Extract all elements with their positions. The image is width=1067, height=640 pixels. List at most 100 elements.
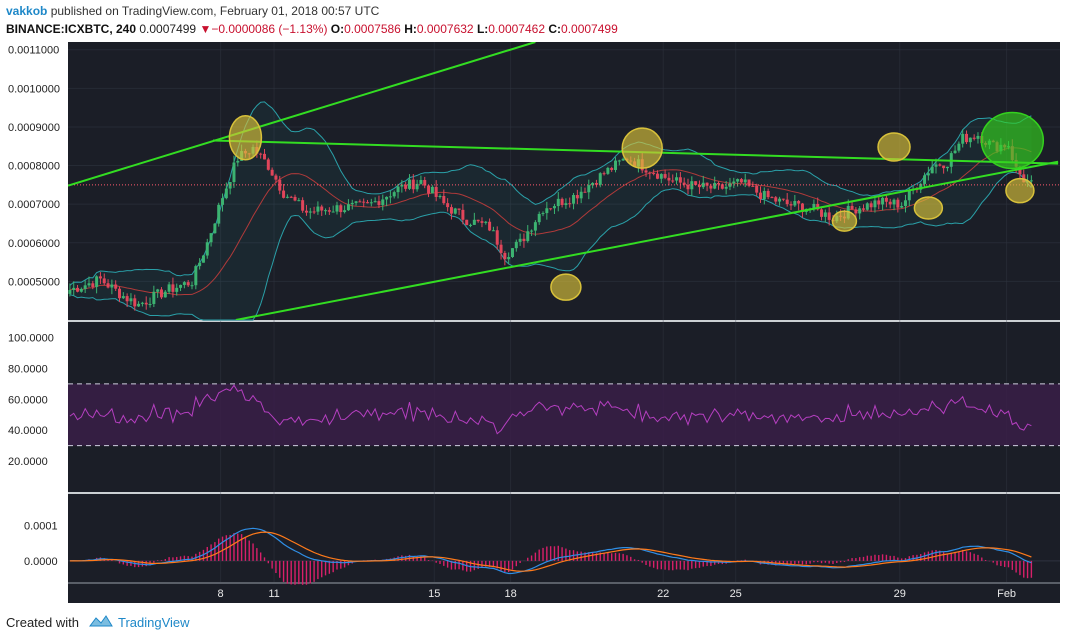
candle-body (659, 174, 663, 179)
time-tick-label: Feb (997, 588, 1016, 600)
candle-body (510, 248, 514, 258)
candle-body (175, 287, 179, 292)
candle-body (724, 186, 728, 189)
candle-body (217, 204, 221, 224)
tradingview-logo-icon (89, 615, 113, 627)
candle-body (682, 182, 686, 185)
chart-footer: Created with TradingView (0, 603, 1067, 640)
candle-body (900, 205, 904, 208)
candle-body (873, 200, 877, 208)
candle-body (678, 177, 682, 183)
time-tick-label: 22 (657, 588, 669, 600)
tradingview-brand[interactable]: TradingView (118, 615, 190, 630)
candle-body (362, 201, 366, 203)
candle-body (903, 200, 907, 206)
candle-body (358, 201, 362, 203)
candle-body (396, 186, 400, 193)
candle-body (579, 191, 583, 199)
candle-body (594, 182, 598, 185)
time-tick-label: 29 (894, 588, 906, 600)
candle-body (823, 212, 827, 217)
candle-body (701, 182, 705, 188)
candle-body (923, 175, 927, 184)
candle-body (877, 200, 881, 205)
chart-canvas[interactable]: 0.0011000 0.0010000 0.0009000 0.0008000 0.00… (0, 42, 1067, 603)
candle-body (766, 190, 770, 198)
candle-body (316, 206, 320, 212)
macd-tick-label: 0.0001 (24, 521, 58, 533)
candle-body (449, 207, 453, 214)
rsi-tick-label: 60.0000 (8, 394, 48, 406)
published-text: published on TradingView.com, February 0… (50, 4, 380, 18)
candle-body (705, 182, 709, 186)
candle-body (942, 165, 946, 169)
candle-body (869, 203, 873, 208)
candle-body (953, 150, 957, 154)
candle-body (926, 173, 930, 176)
time-axis-strip (68, 582, 1060, 603)
symbol-label: BINANCE:ICXBTC, 240 (6, 22, 137, 36)
candle-body (423, 180, 427, 186)
candle-body (785, 199, 789, 205)
candle-body (304, 210, 308, 213)
chart-header: vakkob published on TradingView.com, Feb… (0, 0, 1067, 42)
candle-body (919, 183, 923, 190)
candle-body (476, 219, 480, 222)
candle-body (518, 238, 522, 242)
candle-body (327, 210, 331, 212)
candle-body (747, 179, 751, 186)
candle-body (68, 289, 72, 294)
price-tick-label: 0.0005000 (8, 276, 60, 288)
candle-body (934, 164, 938, 167)
candle-body (827, 212, 831, 220)
candle-body (713, 182, 717, 189)
candle-body (354, 201, 358, 203)
candle-body (976, 135, 980, 139)
last-price: 0.0007499 (139, 22, 197, 36)
candle-body (285, 196, 289, 198)
publish-info: vakkob published on TradingView.com, Feb… (6, 4, 379, 18)
candle-body (549, 208, 553, 210)
candle-body (770, 197, 774, 199)
author-name[interactable]: vakkob (6, 4, 48, 18)
candle-body (442, 195, 446, 204)
candle-body (503, 252, 507, 260)
candle-body (388, 196, 392, 198)
candle-body (373, 201, 377, 203)
candle-body (297, 200, 301, 202)
candle-body (884, 197, 888, 202)
highlight-ellipse (980, 111, 1045, 170)
candle-body (480, 221, 484, 223)
trendline-upper-channel (68, 42, 536, 187)
bollinger-upper (69, 101, 1032, 286)
candle-body (366, 202, 370, 204)
candle-body (491, 230, 495, 232)
open-label: O: (330, 22, 345, 36)
time-tick-label: 18 (504, 588, 516, 600)
candle-body (163, 291, 167, 298)
candle-body (114, 284, 118, 289)
price-tick-label: 0.0009000 (8, 122, 60, 134)
candle-body (118, 288, 122, 299)
candle-body (83, 285, 87, 289)
candle-body (892, 199, 896, 205)
candle-body (774, 197, 778, 202)
candle-body (575, 195, 579, 199)
candle-body (888, 201, 892, 205)
candle-body (686, 184, 690, 190)
candle-body (87, 283, 91, 286)
candle-body (140, 302, 144, 304)
candle-body (495, 230, 499, 245)
candle-body (778, 198, 782, 202)
candle-body (800, 203, 804, 212)
candle-body (758, 192, 762, 200)
created-with-text: Created with (6, 615, 79, 630)
low-value: 0.0007462 (488, 22, 546, 36)
down-arrow-icon: ▼ (199, 22, 212, 36)
candle-body (186, 282, 190, 286)
candle-body (560, 198, 564, 205)
candle-body (392, 192, 396, 197)
candle-body (507, 257, 511, 260)
candle-body (1022, 174, 1026, 183)
candle-body (533, 222, 537, 231)
